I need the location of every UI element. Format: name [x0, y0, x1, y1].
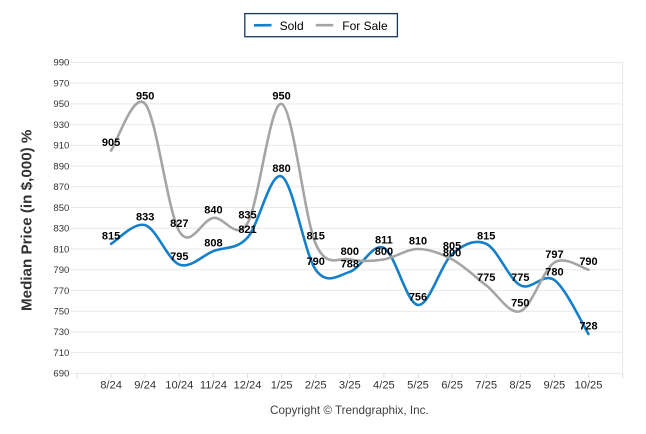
svg-text:750: 750: [53, 307, 69, 318]
svg-text:788: 788: [341, 258, 359, 270]
svg-text:775: 775: [511, 272, 529, 284]
svg-text:770: 770: [53, 286, 69, 297]
svg-text:728: 728: [579, 321, 597, 333]
svg-text:990: 990: [53, 58, 69, 69]
svg-text:7/25: 7/25: [475, 379, 497, 391]
svg-text:810: 810: [409, 236, 427, 248]
svg-text:4/25: 4/25: [373, 379, 395, 391]
svg-text:800: 800: [443, 247, 461, 259]
svg-text:821: 821: [238, 224, 256, 236]
svg-text:6/25: 6/25: [441, 379, 463, 391]
svg-text:775: 775: [477, 272, 495, 284]
svg-text:833: 833: [136, 212, 154, 224]
svg-text:12/24: 12/24: [234, 379, 262, 391]
svg-text:905: 905: [102, 137, 120, 149]
svg-text:910: 910: [53, 141, 69, 152]
svg-text:950: 950: [53, 99, 69, 110]
svg-text:800: 800: [375, 246, 393, 258]
svg-text:800: 800: [341, 246, 359, 258]
svg-text:880: 880: [272, 163, 290, 175]
svg-text:10/25: 10/25: [575, 379, 603, 391]
svg-text:950: 950: [272, 90, 290, 102]
svg-text:970: 970: [53, 78, 69, 89]
svg-text:815: 815: [477, 230, 495, 242]
svg-text:9/24: 9/24: [134, 379, 156, 391]
svg-text:795: 795: [170, 251, 188, 263]
svg-text:805: 805: [443, 241, 461, 253]
svg-text:3/25: 3/25: [339, 379, 361, 391]
svg-text:730: 730: [53, 327, 69, 338]
svg-text:827: 827: [170, 218, 188, 230]
svg-text:Sold: Sold: [280, 19, 304, 33]
svg-text:815: 815: [307, 230, 325, 242]
svg-text:756: 756: [409, 291, 427, 303]
svg-text:8/25: 8/25: [509, 379, 531, 391]
svg-text:840: 840: [204, 204, 222, 216]
svg-text:797: 797: [545, 249, 563, 261]
svg-text:950: 950: [136, 90, 154, 102]
svg-text:870: 870: [53, 182, 69, 193]
svg-text:690: 690: [53, 369, 69, 380]
svg-text:11/24: 11/24: [200, 379, 227, 391]
svg-text:890: 890: [53, 161, 69, 172]
svg-text:830: 830: [53, 224, 69, 235]
svg-text:2/25: 2/25: [305, 379, 327, 391]
svg-text:780: 780: [545, 267, 563, 279]
svg-text:790: 790: [53, 265, 69, 276]
svg-text:790: 790: [579, 256, 597, 268]
svg-text:835: 835: [238, 210, 256, 222]
svg-text:Copyright © Trendgraphix, Inc.: Copyright © Trendgraphix, Inc.: [270, 404, 429, 417]
svg-text:810: 810: [53, 244, 69, 255]
svg-text:930: 930: [53, 120, 69, 131]
svg-text:Median Price (in $,000) %: Median Price (in $,000) %: [19, 129, 36, 311]
svg-text:10/24: 10/24: [165, 379, 193, 391]
svg-text:750: 750: [511, 298, 529, 310]
svg-text:9/25: 9/25: [544, 379, 566, 391]
svg-text:808: 808: [204, 238, 222, 250]
svg-text:1/25: 1/25: [271, 379, 293, 391]
svg-text:850: 850: [53, 203, 69, 214]
svg-text:For Sale: For Sale: [342, 19, 388, 33]
svg-text:790: 790: [307, 256, 325, 268]
svg-text:8/24: 8/24: [100, 379, 122, 391]
svg-text:710: 710: [53, 348, 69, 359]
svg-text:5/25: 5/25: [407, 379, 429, 391]
svg-text:811: 811: [375, 234, 393, 246]
svg-text:815: 815: [102, 230, 120, 242]
